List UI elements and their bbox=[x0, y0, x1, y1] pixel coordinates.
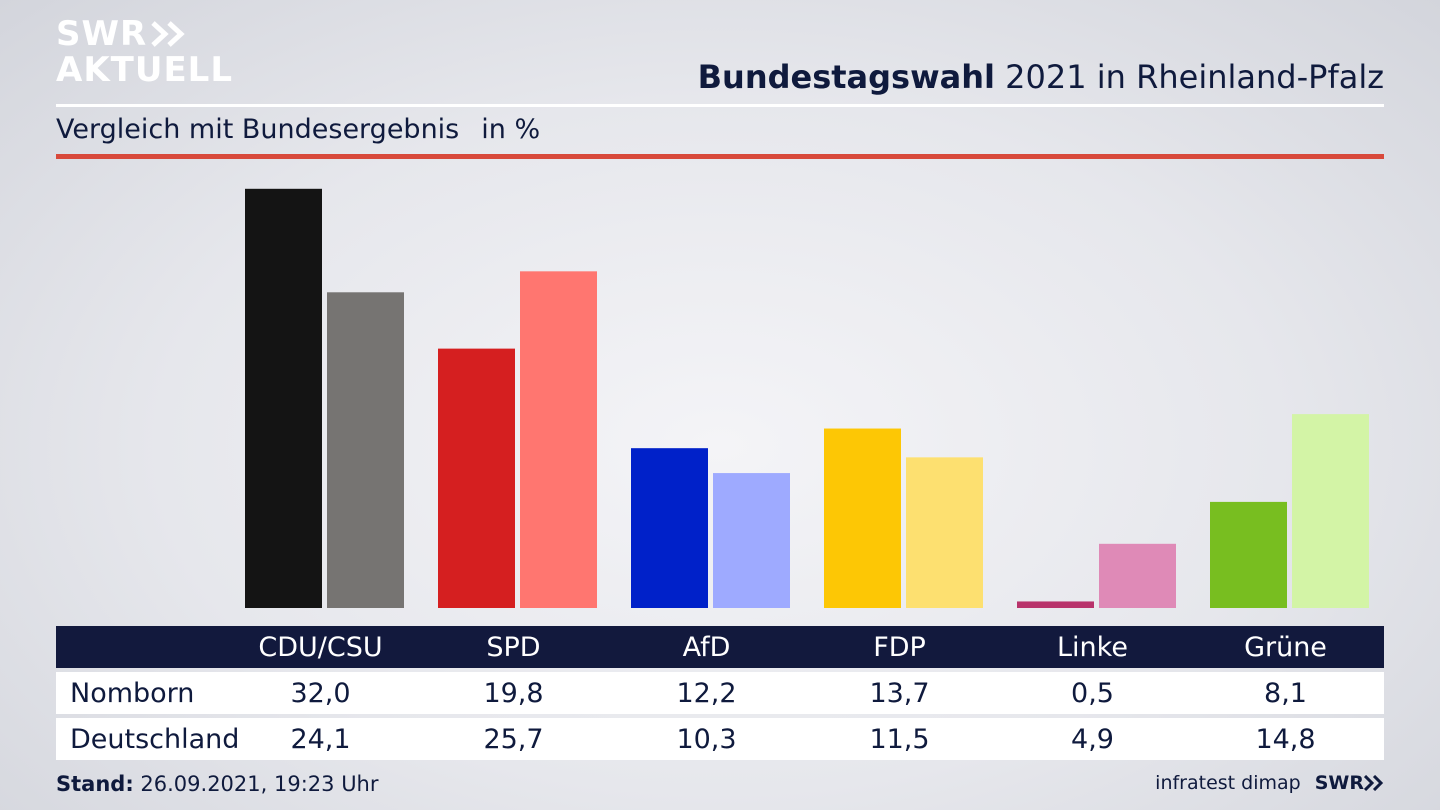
bar-deutschland-3 bbox=[906, 457, 983, 608]
table-header-cell: CDU/CSU bbox=[258, 631, 383, 663]
table-cell: 24,1 bbox=[290, 723, 351, 755]
bar-nomborn-5 bbox=[1210, 501, 1287, 608]
table-row: Deutschland 24,1 25,7 10,3 11,5 4,9 14,8 bbox=[56, 718, 1384, 760]
double-chevron-icon bbox=[1364, 775, 1384, 791]
bar-deutschland-5 bbox=[1292, 414, 1369, 608]
table-header-cell: SPD bbox=[486, 631, 541, 663]
subtitle: Vergleich mit Bundesergebnis in % bbox=[56, 114, 540, 145]
table-cell: 12,2 bbox=[676, 677, 737, 709]
table-cell: 8,1 bbox=[1264, 677, 1307, 709]
table-row-label: Nomborn bbox=[70, 677, 195, 709]
table-cell: 11,5 bbox=[869, 723, 930, 755]
double-chevron-icon bbox=[151, 21, 185, 47]
table-header-cell: Grüne bbox=[1244, 631, 1327, 663]
swr-brand-text: SWR bbox=[1314, 772, 1364, 794]
table-cell: 19,8 bbox=[483, 677, 544, 709]
stand-label: Stand: bbox=[56, 772, 134, 796]
table-cell: 0,5 bbox=[1071, 677, 1114, 709]
bar-nomborn-4 bbox=[1017, 601, 1094, 608]
table-row: Nomborn 32,0 19,8 12,2 13,7 0,5 8,1 bbox=[56, 672, 1384, 714]
bar-deutschland-1 bbox=[520, 271, 597, 608]
divider-white bbox=[56, 104, 1384, 107]
bar-nomborn-1 bbox=[438, 348, 515, 608]
table-cell: 14,8 bbox=[1255, 723, 1316, 755]
table-header-cell: FDP bbox=[873, 631, 926, 663]
table-cell: 10,3 bbox=[676, 723, 737, 755]
swr-brand: SWR bbox=[1315, 772, 1384, 794]
title-bold: Bundestagswahl bbox=[697, 58, 995, 96]
logo-line2: AKTUELL bbox=[56, 50, 234, 90]
table-cell: 13,7 bbox=[869, 677, 930, 709]
page-title: Bundestagswahl 2021 in Rheinland-Pfalz bbox=[698, 58, 1384, 96]
table-cell: 25,7 bbox=[483, 723, 544, 755]
table-header-row: CDU/CSU SPD AfD FDP Linke Grüne bbox=[56, 626, 1384, 668]
bar-deutschland-2 bbox=[713, 473, 790, 608]
swr-aktuell-logo: SWR AKTUELL bbox=[56, 16, 233, 88]
bar-deutschland-4 bbox=[1099, 543, 1176, 608]
timestamp: Stand: 26.09.2021, 19:23 Uhr bbox=[56, 772, 379, 796]
results-table: CDU/CSU SPD AfD FDP Linke Grüne Nomborn … bbox=[56, 626, 1384, 760]
bar-nomborn-3 bbox=[824, 428, 901, 608]
bar-nomborn-0 bbox=[245, 188, 322, 609]
table-row-label: Deutschland bbox=[70, 723, 240, 755]
table-header-cell: AfD bbox=[682, 631, 731, 663]
table-cell: 32,0 bbox=[290, 677, 351, 709]
source-credit: infratest dimap SWR bbox=[1155, 772, 1384, 794]
table-header-cell: Linke bbox=[1057, 631, 1128, 663]
stand-value: 26.09.2021, 19:23 Uhr bbox=[140, 772, 379, 796]
bar-chart bbox=[245, 188, 1369, 609]
divider-red bbox=[56, 154, 1384, 159]
title-rest: 2021 in Rheinland-Pfalz bbox=[1005, 58, 1384, 96]
subtitle-unit: in % bbox=[481, 114, 541, 145]
logo-line1: SWR bbox=[56, 14, 148, 54]
bar-deutschland-0 bbox=[327, 292, 404, 608]
bar-nomborn-2 bbox=[631, 448, 708, 608]
table-cell: 4,9 bbox=[1071, 723, 1114, 755]
subtitle-text: Vergleich mit Bundesergebnis bbox=[56, 114, 460, 145]
source-text: infratest dimap bbox=[1155, 772, 1301, 794]
